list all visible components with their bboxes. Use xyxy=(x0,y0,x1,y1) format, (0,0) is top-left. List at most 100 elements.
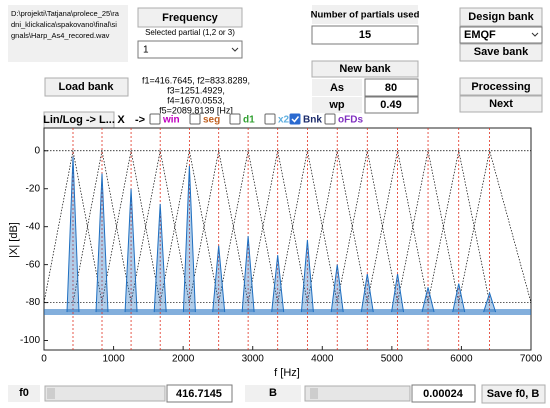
spectral-peak xyxy=(330,264,344,313)
next-label: Next xyxy=(489,98,513,110)
f0-value: 416.7145 xyxy=(176,388,222,400)
bank-filter xyxy=(366,150,429,303)
f0-field[interactable] xyxy=(166,384,233,403)
spectral-peak xyxy=(66,156,80,313)
dropdown-arrow xyxy=(531,32,539,37)
x-tick-label: 5000 xyxy=(381,354,404,365)
as-field[interactable] xyxy=(364,78,419,97)
checkbox[interactable] xyxy=(189,113,201,125)
checkbox[interactable] xyxy=(149,113,161,125)
y-tick-label: -40 xyxy=(26,221,41,232)
partials-text-line: f4=1670.0553, xyxy=(167,95,225,105)
checkbox[interactable] xyxy=(264,113,276,125)
as-label-panel xyxy=(312,79,362,96)
checkbox-label: d1 xyxy=(243,115,255,126)
wp-label: wp xyxy=(328,99,345,111)
bank-filter xyxy=(458,150,532,303)
dropdown-arrow xyxy=(231,47,239,52)
save-bank-label: Save bank xyxy=(474,46,529,58)
slider-thumb[interactable] xyxy=(310,388,318,399)
bank-filter xyxy=(336,150,398,303)
save-f0-b-label: Save f0, B xyxy=(487,388,540,400)
spectral-peak xyxy=(95,173,109,313)
x-tick-label: 6000 xyxy=(450,354,473,365)
partials-used-panel xyxy=(312,5,418,24)
b-slider[interactable] xyxy=(304,385,411,402)
selected-partial-label: Selected partial (1,2 or 3) xyxy=(145,28,235,37)
bank-filter xyxy=(43,150,103,303)
x-tick-label: 1000 xyxy=(102,354,125,365)
wp-value: 0.49 xyxy=(380,99,401,111)
b-value: 0.00024 xyxy=(423,388,464,400)
processing-button[interactable] xyxy=(459,77,543,96)
x-axis-label: f [Hz] xyxy=(274,367,300,379)
spectral-peak xyxy=(153,203,167,313)
x-tick-label: 4000 xyxy=(311,354,334,365)
bank-filter xyxy=(189,150,249,303)
bank-type-dropdown[interactable] xyxy=(459,26,543,44)
partials-used-field[interactable] xyxy=(311,25,419,45)
frequency-button[interactable] xyxy=(137,7,243,28)
checkbox[interactable] xyxy=(289,113,301,125)
file-path-line: dni_klickalica\spakovano\final\si xyxy=(11,20,117,29)
bank-filter xyxy=(130,150,190,303)
bank-filter xyxy=(159,150,220,303)
b-field[interactable] xyxy=(411,384,476,403)
slider-thumb[interactable] xyxy=(47,388,55,399)
file-path-panel xyxy=(8,5,128,62)
spectral-peak xyxy=(241,236,255,313)
y-tick-label: -100 xyxy=(20,335,40,346)
design-bank-label: Design bank xyxy=(468,11,534,23)
bank-filter xyxy=(247,150,308,303)
checkbox-label: x2 xyxy=(278,115,290,126)
spectral-peak xyxy=(452,283,466,313)
bank-type-value: EMQF xyxy=(464,29,496,41)
checkbox-label: Bnk xyxy=(303,115,322,126)
frequency-label: Frequency xyxy=(162,12,219,24)
spectral-peak xyxy=(300,239,314,313)
new-bank-button[interactable] xyxy=(311,60,419,78)
file-path-line: D:\projekti\Tatjana\prolece_25\ra xyxy=(11,9,120,18)
file-path-line: gnals\Harp_As4_recored.wav xyxy=(11,31,110,40)
plot-area xyxy=(43,127,532,351)
bank-filter xyxy=(218,150,279,303)
checkbox[interactable] xyxy=(229,113,241,125)
load-bank-label: Load bank xyxy=(58,81,114,93)
bank-filter xyxy=(101,150,161,303)
design-bank-button[interactable] xyxy=(459,7,543,27)
spectral-peak xyxy=(212,245,226,313)
bank-filter xyxy=(72,150,132,303)
checkbox[interactable] xyxy=(324,113,336,125)
partials-text-line: f5=2089.8139 [Hz] xyxy=(159,105,233,115)
selected-partial-dropdown[interactable] xyxy=(137,40,243,59)
wp-field[interactable] xyxy=(364,96,419,114)
f0-label-panel xyxy=(8,385,40,402)
save-f0-b-button[interactable] xyxy=(481,384,546,404)
as-label: As xyxy=(330,82,344,94)
bank-filter xyxy=(397,150,460,303)
spectral-peak xyxy=(124,188,138,313)
spectral-peak xyxy=(391,274,405,313)
spectral-peak xyxy=(421,287,435,313)
next-button[interactable] xyxy=(459,95,543,113)
as-value: 80 xyxy=(385,82,397,94)
bank-filter xyxy=(307,150,368,303)
linlog-label: Lin/Log -> L... xyxy=(43,114,115,126)
checkbox-label: win xyxy=(162,115,180,126)
spectral-peak xyxy=(271,255,285,313)
partials-used-value: 15 xyxy=(359,29,371,41)
b-label: B xyxy=(269,387,277,399)
spectral-peak xyxy=(182,165,196,313)
f0-slider[interactable] xyxy=(44,385,166,402)
checkbox-label: seg xyxy=(203,115,220,126)
save-bank-button[interactable] xyxy=(459,43,543,62)
x-tick-label: 7000 xyxy=(520,354,543,365)
x-tick-label: 0 xyxy=(41,354,47,365)
partials-text-line: f1=416.7645, f2=833.8289, xyxy=(142,75,250,85)
processing-label: Processing xyxy=(471,81,530,93)
y-tick-label: -80 xyxy=(26,297,41,308)
f0-label: f0 xyxy=(19,387,29,399)
load-bank-button[interactable] xyxy=(44,77,129,97)
bank-filter xyxy=(277,150,338,303)
